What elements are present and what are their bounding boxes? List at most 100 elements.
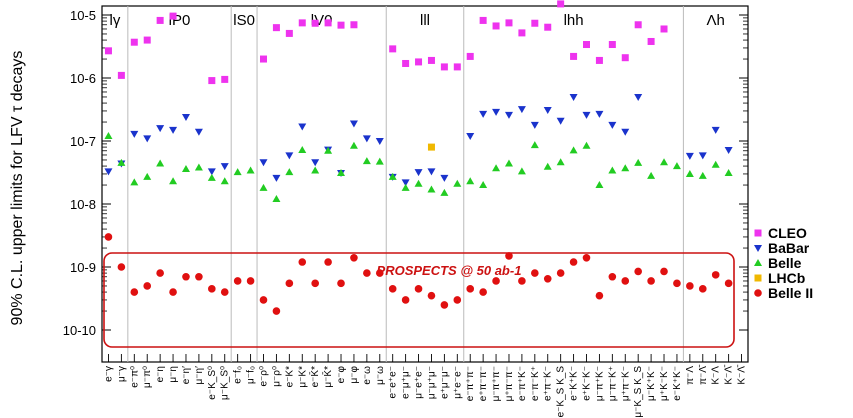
data-point <box>169 126 178 134</box>
data-point <box>608 121 617 129</box>
data-point <box>556 269 565 277</box>
data-point <box>414 179 423 187</box>
data-point <box>492 22 500 30</box>
data-point <box>698 152 707 160</box>
data-point <box>260 55 267 63</box>
data-point <box>311 159 320 167</box>
data-point <box>634 158 643 166</box>
data-point <box>414 169 423 177</box>
data-point <box>337 21 345 29</box>
data-point <box>660 267 668 276</box>
data-point <box>608 166 617 174</box>
data-point <box>466 285 475 293</box>
data-point <box>130 288 139 296</box>
data-point <box>621 164 630 172</box>
data-point <box>492 277 500 285</box>
series-belle-ii <box>104 233 733 315</box>
data-point <box>466 133 475 141</box>
data-point <box>117 158 126 166</box>
data-point <box>220 163 229 171</box>
x-tick-label: e⁻π⁻K⁺ <box>530 366 541 401</box>
data-point <box>208 77 216 85</box>
data-point <box>492 108 501 116</box>
data-point <box>130 130 139 138</box>
data-point <box>647 277 655 285</box>
data-point <box>375 269 384 277</box>
data-point <box>156 125 165 133</box>
data-point <box>389 45 397 53</box>
data-point <box>388 285 397 293</box>
data-point <box>233 168 242 176</box>
data-point <box>375 138 384 145</box>
data-point <box>427 168 436 176</box>
x-tick-label: e⁻μ⁺μ⁻ <box>401 366 412 399</box>
x-tick-label: e⁻K* <box>284 366 295 388</box>
data-point <box>531 19 539 27</box>
data-point <box>724 279 733 288</box>
data-point <box>582 141 591 149</box>
series-lhcb <box>427 143 435 151</box>
x-tick-label: μ⁻φ <box>349 365 360 383</box>
x-tick-label: μ⁻π⁻K⁺ <box>607 366 618 401</box>
data-point <box>427 56 435 64</box>
data-point <box>156 16 164 24</box>
data-point <box>595 181 604 189</box>
data-point <box>298 145 307 153</box>
data-point <box>350 253 358 262</box>
legend-label: BaBar <box>768 240 810 256</box>
prospects-box: PROSPECTS @ 50 ab-1 <box>103 252 735 348</box>
data-point <box>349 141 358 149</box>
x-tick-label: μ⁻ρ⁰ <box>271 366 282 387</box>
data-point <box>479 181 488 189</box>
data-point <box>724 169 733 177</box>
data-point <box>583 41 590 49</box>
data-point <box>169 288 177 296</box>
data-point <box>569 258 578 266</box>
x-tick-label: e⁺π⁻π⁻ <box>478 366 489 401</box>
data-point <box>517 106 526 114</box>
data-point <box>686 282 694 290</box>
data-point <box>569 146 578 154</box>
data-point <box>621 128 630 136</box>
data-point <box>285 152 294 160</box>
data-point <box>595 56 603 64</box>
data-point <box>117 263 126 271</box>
data-point <box>401 296 410 304</box>
y-tick-label: 10-7 <box>70 134 96 149</box>
data-point <box>246 166 255 174</box>
x-tick-label: e⁻K⁺K⁻ <box>672 366 683 401</box>
data-point <box>324 19 332 27</box>
data-point <box>208 285 216 293</box>
data-point <box>634 267 642 276</box>
data-point <box>156 269 164 277</box>
series-babar <box>104 93 733 187</box>
data-point <box>401 183 410 191</box>
data-point <box>350 21 358 29</box>
x-tick-label: e⁻π⁰ <box>129 366 140 388</box>
data-point <box>530 141 539 149</box>
data-point <box>272 195 281 203</box>
data-point <box>711 126 720 134</box>
data-point <box>324 258 332 266</box>
data-point <box>724 146 733 154</box>
x-tick-label: e⁺π⁻K⁻ <box>543 366 554 401</box>
data-point <box>543 107 552 115</box>
data-point <box>711 160 720 168</box>
data-point <box>556 158 565 166</box>
x-tick-label: e⁻K⁺K⁻ <box>569 366 580 401</box>
data-point <box>531 269 539 277</box>
data-point <box>685 169 694 177</box>
legend-label: Belle II <box>768 285 813 301</box>
data-point <box>415 58 423 66</box>
x-tick-label: μ⁻η <box>168 366 179 383</box>
x-tick-label: e⁻K̄* <box>309 366 322 388</box>
data-point <box>337 169 346 177</box>
data-point <box>543 162 552 170</box>
data-point <box>673 279 681 288</box>
data-point <box>711 271 720 279</box>
data-point <box>401 179 410 187</box>
data-point <box>698 171 707 179</box>
data-point <box>660 25 668 33</box>
x-tick-label: π⁻Λ̄ <box>698 364 709 385</box>
